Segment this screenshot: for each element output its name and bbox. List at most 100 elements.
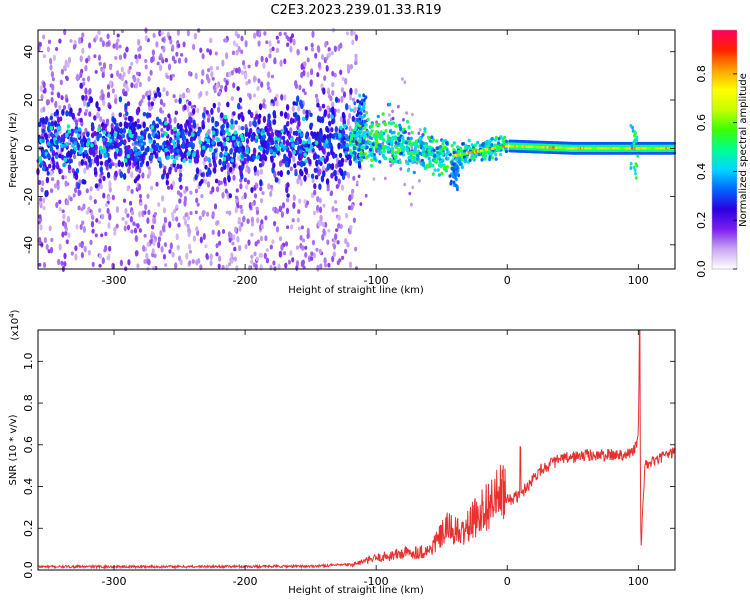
spectrogram-y-tick-label: -40 [22,236,35,254]
spectrogram-cell [49,132,54,137]
spectrogram-cell [324,139,329,145]
spectrogram-cell [145,252,149,260]
spectrogram-cell [192,235,196,242]
spectrogram-cell [54,154,59,159]
spectrogram-cell [126,154,131,159]
spectrogram-y-tick-label: 0 [22,145,35,152]
spectrogram-cell [394,155,398,160]
spectrogram-cell [159,107,163,114]
spectrogram-cell [321,234,325,241]
spectrogram-cell [186,151,190,157]
spectrogram-cell [215,243,219,249]
spectrogram-cell [412,159,416,163]
spectrogram-cell [89,186,93,192]
spectrogram-cell [231,123,235,130]
spectrogram-cell [74,253,78,261]
spectrogram-cell [285,139,290,147]
spectrogram-cell [493,138,497,142]
spectrogram-cell [313,183,317,190]
spectrogram-cell [297,119,301,128]
spectrogram-cell [42,166,46,172]
spectrogram-cell [350,204,354,211]
spectrogram-cell [394,124,398,128]
spectrogram-cell [240,208,244,215]
spectrogram-cell [405,148,410,153]
spectrogram-cell [67,150,71,157]
spectrogram-cell [443,145,447,150]
snr-background [38,330,675,570]
spectrogram-cell [38,201,42,205]
spectrogram-cell [122,172,127,180]
spectrogram-cell [124,149,128,155]
spectrogram-cell [38,236,42,245]
spectrogram-cell [452,141,456,145]
spectrogram-cell [309,122,314,128]
spectrogram-cell [162,168,167,176]
spectrogram-cell [273,60,277,64]
spectrogram-cell [455,185,459,189]
spectrogram-cell [386,134,390,138]
spectrogram-cell [451,172,454,177]
spectrogram-cell [263,252,267,260]
spectrogram-cell [136,118,140,124]
spectrogram-cell [432,154,437,158]
spectrogram-cell [394,145,398,149]
spectrogram-cell [330,127,334,133]
spectrogram-cell [403,80,407,84]
spectrogram-cell [279,236,283,242]
spectrogram-cell [272,260,276,266]
spectrogram-cell [352,150,356,155]
spectrogram-cell [113,231,117,236]
spectrogram-cell [116,38,120,43]
spectrogram-cell [176,190,181,196]
spectrogram-cell [214,152,218,157]
spectrogram-cell [149,154,154,160]
spectrogram-cell [318,197,322,204]
spectrogram-cell [388,157,392,162]
spectrogram-cell [361,152,365,157]
spectrogram-cell [246,218,250,224]
spectrogram-cell [354,34,358,42]
spectrogram-cell [163,216,167,224]
spectrogram-cell [128,149,133,155]
spectrogram-cell [237,102,241,110]
spectrogram-cell [363,113,366,118]
spectrogram-cell [147,100,151,107]
spectrogram-cell [176,135,180,140]
spectrogram-cell [476,140,480,145]
spectrogram-cell [314,175,319,180]
spectrogram-cell [251,202,255,207]
spectrogram-cell [310,251,314,256]
spectrogram-cell [373,157,377,161]
spectrogram-cell [377,146,381,150]
spectrogram-cell [66,199,70,206]
spectrogram-cell [192,152,196,158]
spectrogram-cell [224,145,228,152]
spectrogram-cell [77,127,82,132]
spectrogram-cell [113,132,118,137]
spectrogram-cell [269,264,273,271]
spectrogram-cell [330,163,335,171]
spectrogram-cell [179,259,183,266]
spectrogram-cell [487,141,492,145]
spectrogram-cell [331,82,335,88]
spectrogram-cell [405,119,410,124]
spectrogram-cell [137,47,141,52]
spectrogram-cell [113,143,117,149]
spectrogram-cell [39,224,43,231]
spectrogram-cell [212,102,216,109]
spectrogram-cell [225,128,229,133]
spectrogram-cell [474,152,478,157]
spectrogram-cell [133,227,138,234]
spectrogram-cell [303,143,308,148]
spectrogram-cell [349,225,353,230]
spectrogram-cell [49,125,54,131]
spectrogram-cell [238,225,242,232]
spectrogram-cell [202,112,206,119]
spectrogram-cell [85,164,90,170]
spectrogram-cell [259,252,263,259]
spectrogram-cell [165,75,170,79]
spectrogram-cell [336,240,340,245]
spectrogram-cell [220,166,224,172]
spectrogram-cell [173,208,177,214]
